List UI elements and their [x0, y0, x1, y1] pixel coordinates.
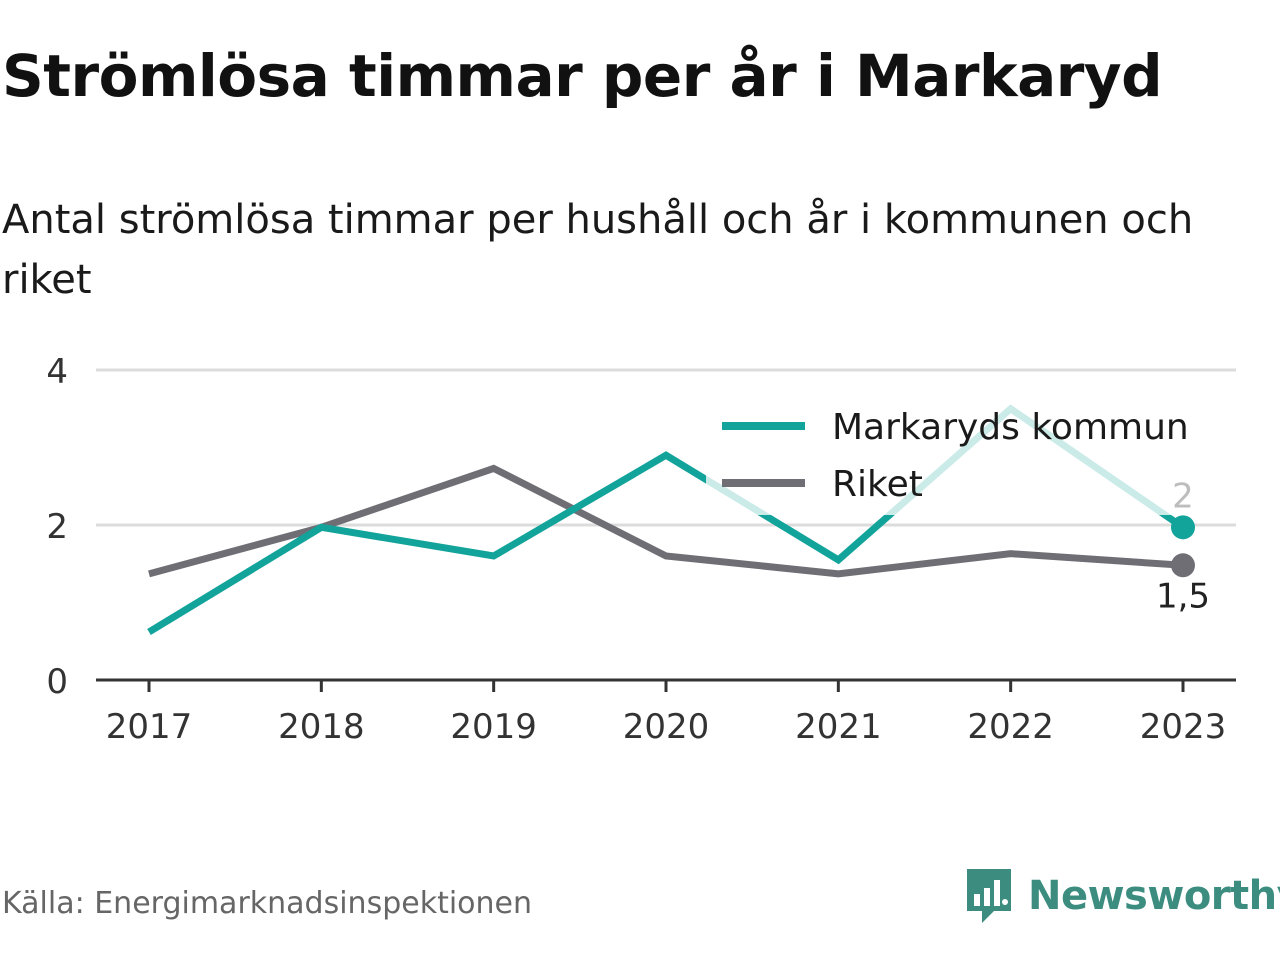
legend-label: Riket	[832, 464, 923, 505]
brand-logo: Newsworthy	[964, 866, 1280, 926]
y-tick-label: 0	[46, 662, 68, 702]
end-value-label: 2	[1172, 476, 1194, 516]
y-tick-label: 4	[46, 352, 68, 392]
x-tick-label: 2018	[278, 707, 365, 747]
x-tick-label: 2017	[106, 707, 193, 747]
x-tick-label: 2021	[795, 707, 882, 747]
chart-subtitle: Antal strömlösa timmar per hushåll och å…	[2, 197, 1194, 303]
end-point	[1171, 553, 1195, 578]
legend: Markaryds kommun Riket	[706, 395, 1226, 515]
end-markers: 21,5	[1156, 476, 1210, 616]
brand-name: Newsworthy	[1028, 873, 1280, 919]
x-tick-label: 2019	[450, 707, 537, 747]
x-tick-label: 2020	[623, 707, 710, 747]
y-axis: 0 2 4	[46, 352, 68, 702]
newsworthy-logo-icon	[967, 869, 1011, 923]
x-tick-label: 2022	[967, 707, 1054, 747]
source-note: Källa: Energimarknadsinspektionen	[2, 886, 533, 921]
x-tick-label: 2023	[1140, 707, 1227, 747]
legend-background	[706, 395, 1226, 515]
y-tick-label: 2	[46, 507, 68, 547]
grid-lines	[96, 368, 1236, 527]
x-axis: 2017 2018 2019 2020 2021 2022 2023	[96, 678, 1236, 747]
end-point	[1171, 515, 1195, 540]
end-value-label: 1,5	[1156, 576, 1210, 616]
chart-title: Strömlösa timmar per år i Markaryd	[2, 42, 1163, 110]
legend-label: Markaryds kommun	[832, 407, 1189, 448]
line-chart: 0 2 4 2017 2018 2019 2020 2021 2022 2023 Markary…	[46, 352, 1236, 747]
